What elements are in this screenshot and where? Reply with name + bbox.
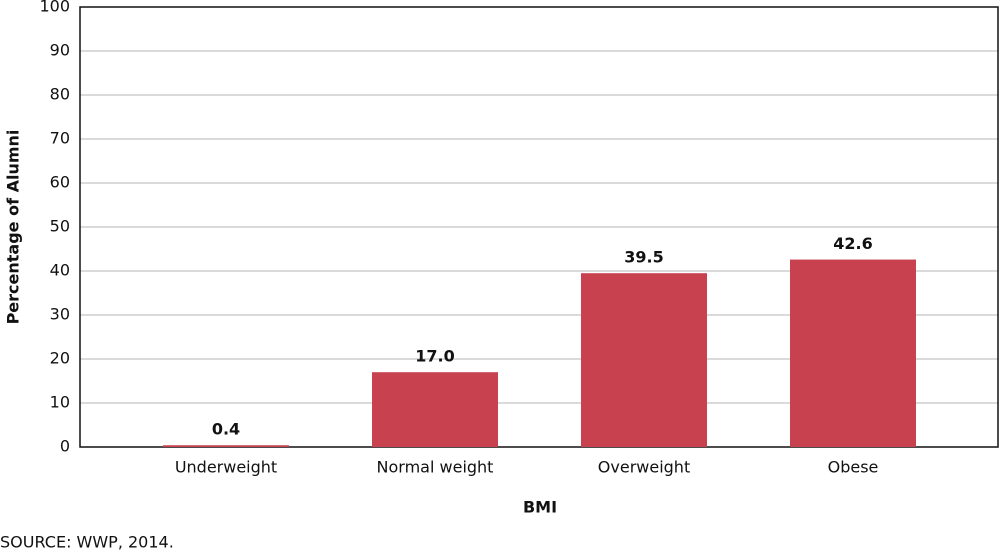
value-label: 42.6	[833, 234, 872, 253]
x-tick-label: Underweight	[175, 458, 277, 477]
bar	[581, 273, 707, 447]
x-tick-label: Normal weight	[377, 458, 494, 477]
value-label: 39.5	[624, 248, 663, 267]
bar	[163, 445, 289, 447]
x-tick-label: Overweight	[598, 458, 690, 477]
y-tick-label: 60	[50, 173, 70, 192]
bar	[790, 259, 916, 447]
y-tick-label: 20	[50, 349, 70, 368]
x-axis-label: BMI	[523, 498, 557, 517]
bar	[372, 372, 498, 447]
value-label: 17.0	[415, 347, 454, 366]
y-tick-label: 10	[50, 393, 70, 412]
x-tick-label: Obese	[828, 458, 879, 477]
y-tick-label: 50	[50, 217, 70, 236]
source-note: SOURCE: WWP, 2014.	[0, 533, 174, 552]
value-label: 0.4	[212, 420, 240, 439]
y-axis-label: Percentage of Alumni	[4, 130, 23, 325]
y-tick-label: 0	[60, 437, 70, 456]
plot-frame	[79, 6, 999, 448]
y-tick-label: 80	[50, 85, 70, 104]
y-tick-label: 70	[50, 129, 70, 148]
y-tick-label: 90	[50, 41, 70, 60]
y-tick-label: 40	[50, 261, 70, 280]
y-tick-label: 30	[50, 305, 70, 324]
y-tick-label: 100	[39, 0, 70, 16]
